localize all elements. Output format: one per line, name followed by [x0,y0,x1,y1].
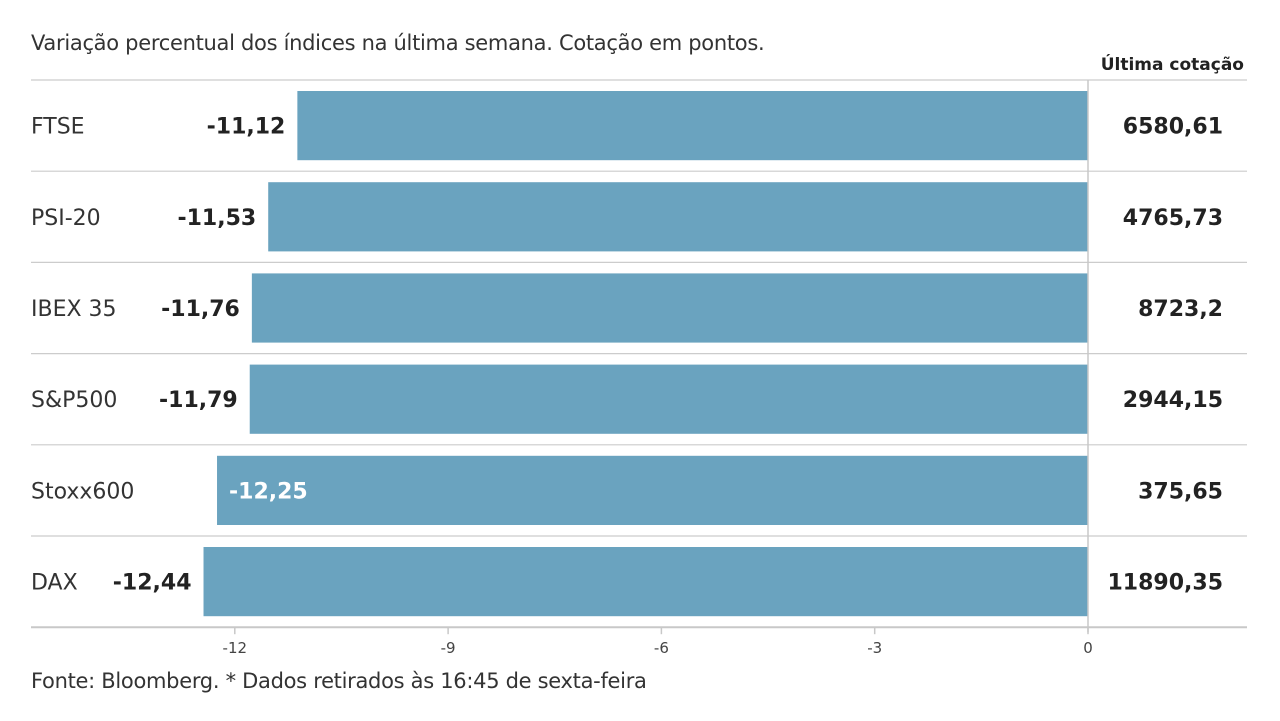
value-label: -11,79 [159,388,238,413]
value-label: -11,53 [177,206,256,231]
bar-stoxx600 [217,455,1088,525]
last-quote-value: 8723,2 [1138,297,1223,322]
x-tick-label: -12 [223,639,248,657]
category-label: IBEX 35 [31,297,117,322]
last-quote-header: Última cotação [1100,55,1244,75]
value-label: -12,25 [229,479,308,504]
value-label: -12,44 [113,571,192,596]
source-note: Fonte: Bloomberg. * Dados retirados às 1… [31,669,647,693]
value-label: -11,76 [161,297,240,322]
category-label: S&P500 [31,388,117,413]
category-label: PSI-20 [31,206,101,231]
category-label: DAX [31,571,78,596]
last-quote-value: 11890,35 [1107,571,1223,596]
last-quote-value: 4765,73 [1123,206,1223,231]
chart-subtitle: Variação percentual dos índices na últim… [31,31,765,55]
bar-dax [203,547,1089,617]
last-quote-value: 375,65 [1138,479,1223,504]
x-tick-label: 0 [1083,639,1093,657]
bar-ibex-35 [251,273,1088,343]
x-tick-label: -6 [654,639,669,657]
bar-ftse [297,91,1088,161]
x-tick-label: -3 [867,639,882,657]
last-quote-value: 6580,61 [1123,115,1223,140]
value-label: -11,12 [207,115,286,140]
category-label: FTSE [31,115,85,140]
last-quote-value: 2944,15 [1123,388,1223,413]
x-tick-label: -9 [441,639,456,657]
bar-psi-20 [268,182,1088,252]
category-label: Stoxx600 [31,479,134,504]
bar-s-p500 [249,364,1088,434]
